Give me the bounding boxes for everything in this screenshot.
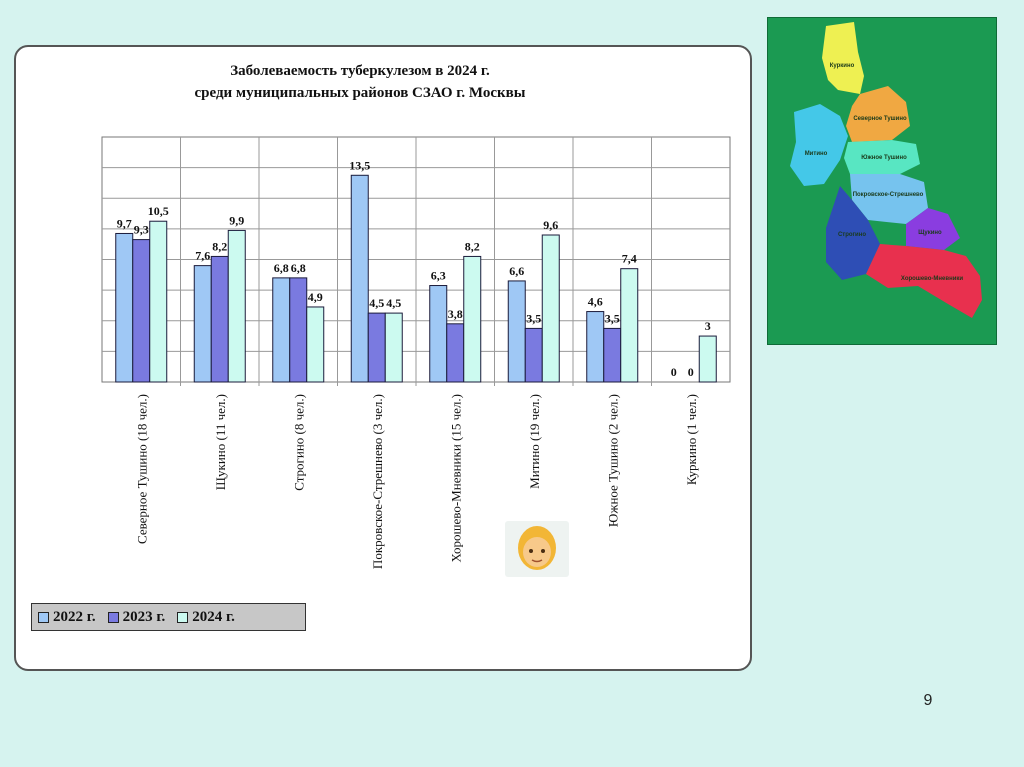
data-label: 3,5: [526, 311, 541, 325]
map-district-strogino: [826, 186, 880, 280]
category-label: Южное Тушино (2 чел.): [605, 394, 620, 527]
bar: [149, 220, 168, 383]
data-label: 6,8: [291, 261, 306, 275]
bar: [541, 234, 560, 383]
bar: [193, 265, 212, 383]
legend-item-2024: 2024 г.: [177, 609, 235, 626]
map-label-kurkino: Куркино: [830, 63, 855, 69]
bar: [132, 239, 151, 383]
data-label: 4,5: [369, 296, 384, 310]
data-label: 6,3: [431, 269, 446, 283]
legend-label-2022: 2022 г.: [53, 608, 96, 625]
bar: [698, 335, 717, 383]
page-number: 9: [923, 692, 933, 709]
bar: [620, 268, 639, 383]
data-label: 6,6: [509, 264, 524, 278]
map-label-mitino: Митино: [805, 151, 828, 157]
category-label: Строгино (8 чел.): [291, 394, 306, 491]
data-label: 7,4: [622, 252, 637, 266]
data-label: 4,9: [308, 290, 323, 304]
chart-title-line-1: Заболеваемость туберкулезом в 2024 г.: [230, 63, 490, 79]
bar: [210, 255, 229, 383]
data-label: 9,9: [229, 213, 244, 227]
district-map: Куркино Северное Тушино Митино Южное Туш…: [767, 17, 997, 345]
chart-legend: 2022 г. 2023 г. 2024 г.: [31, 603, 306, 631]
data-label: 4,5: [386, 296, 401, 310]
bar: [446, 323, 465, 383]
bar: [586, 311, 605, 383]
map-district-mitino: [790, 104, 848, 186]
bar: [272, 277, 291, 383]
child-face-icon: [505, 521, 569, 577]
bar: [289, 277, 308, 383]
bar: [306, 306, 325, 383]
bar: [350, 174, 369, 383]
map-district-khoroshevo-mnevniki: [866, 244, 982, 318]
data-label: 3: [705, 319, 711, 333]
data-label: 9,6: [543, 218, 558, 232]
bar: [227, 229, 246, 383]
legend-item-2022: 2022 г.: [38, 609, 96, 626]
legend-item-2023: 2023 г.: [107, 608, 166, 626]
category-label: Щукино (11 чел.): [213, 394, 228, 490]
map-district-shchukino: [906, 208, 960, 250]
category-label: Митино (19 чел.): [527, 394, 542, 489]
bar: [384, 312, 403, 383]
map-district-pokrovskoe-streshnevo: [850, 174, 928, 224]
legend-swatch-2024: [177, 611, 189, 623]
category-label: Северное Тушино (18 чел.): [134, 394, 149, 544]
map-label-shchukino: Щукино: [918, 230, 942, 236]
data-label: 10,5: [148, 204, 169, 218]
bar: [603, 327, 622, 383]
data-label: 0: [671, 365, 677, 379]
legend-label-2024: 2024 г.: [192, 608, 235, 625]
bar: [115, 232, 134, 383]
data-label: 4,6: [588, 295, 603, 309]
map-label-khoroshevo-mnevniki: Хорошево-Мневники: [901, 276, 963, 282]
category-label: Куркино (1 чел.): [684, 394, 699, 485]
map-label-pokrovskoe-streshnevo: Покровское-Стрешнево: [853, 192, 924, 198]
chart-title-line-2: среди муниципальных районов СЗАО г. Моск…: [194, 85, 526, 101]
data-label: 9,7: [117, 216, 132, 230]
data-label: 3,8: [448, 307, 463, 321]
legend-swatch-2022: [38, 611, 49, 623]
chart-title: Заболеваемость туберкулезом в 2024 г. ср…: [0, 60, 720, 104]
data-label: 9,3: [134, 223, 149, 237]
map-district-kurkino: [822, 22, 864, 94]
map-district-yuzhnoe-tushino: [844, 140, 920, 174]
category-label: Хорошево-Мневники (15 чел.): [448, 394, 463, 563]
legend-swatch-2023: [107, 611, 119, 623]
bar: [524, 327, 543, 383]
bar: [463, 255, 482, 383]
data-label: 13,5: [349, 158, 370, 172]
category-label: Покровское-Стрешнево (3 чел.): [370, 394, 385, 569]
map-label-strogino: Строгино: [838, 232, 866, 238]
bar: [507, 280, 526, 383]
data-label: 8,2: [465, 239, 480, 253]
bar: [367, 312, 386, 383]
data-label: 3,5: [605, 311, 620, 325]
map-label-yuzhnoe-tushino: Южное Тушино: [861, 155, 907, 161]
data-label: 0: [688, 365, 694, 379]
map-label-severnoe-tushino: Северное Тушино: [853, 116, 907, 122]
map-district-severnoe-tushino: [846, 86, 910, 142]
data-label: 8,2: [212, 239, 227, 253]
data-label: 6,8: [274, 261, 289, 275]
data-label: 7,6: [195, 249, 210, 263]
bar: [429, 285, 448, 383]
legend-label-2023: 2023 г.: [122, 608, 166, 625]
